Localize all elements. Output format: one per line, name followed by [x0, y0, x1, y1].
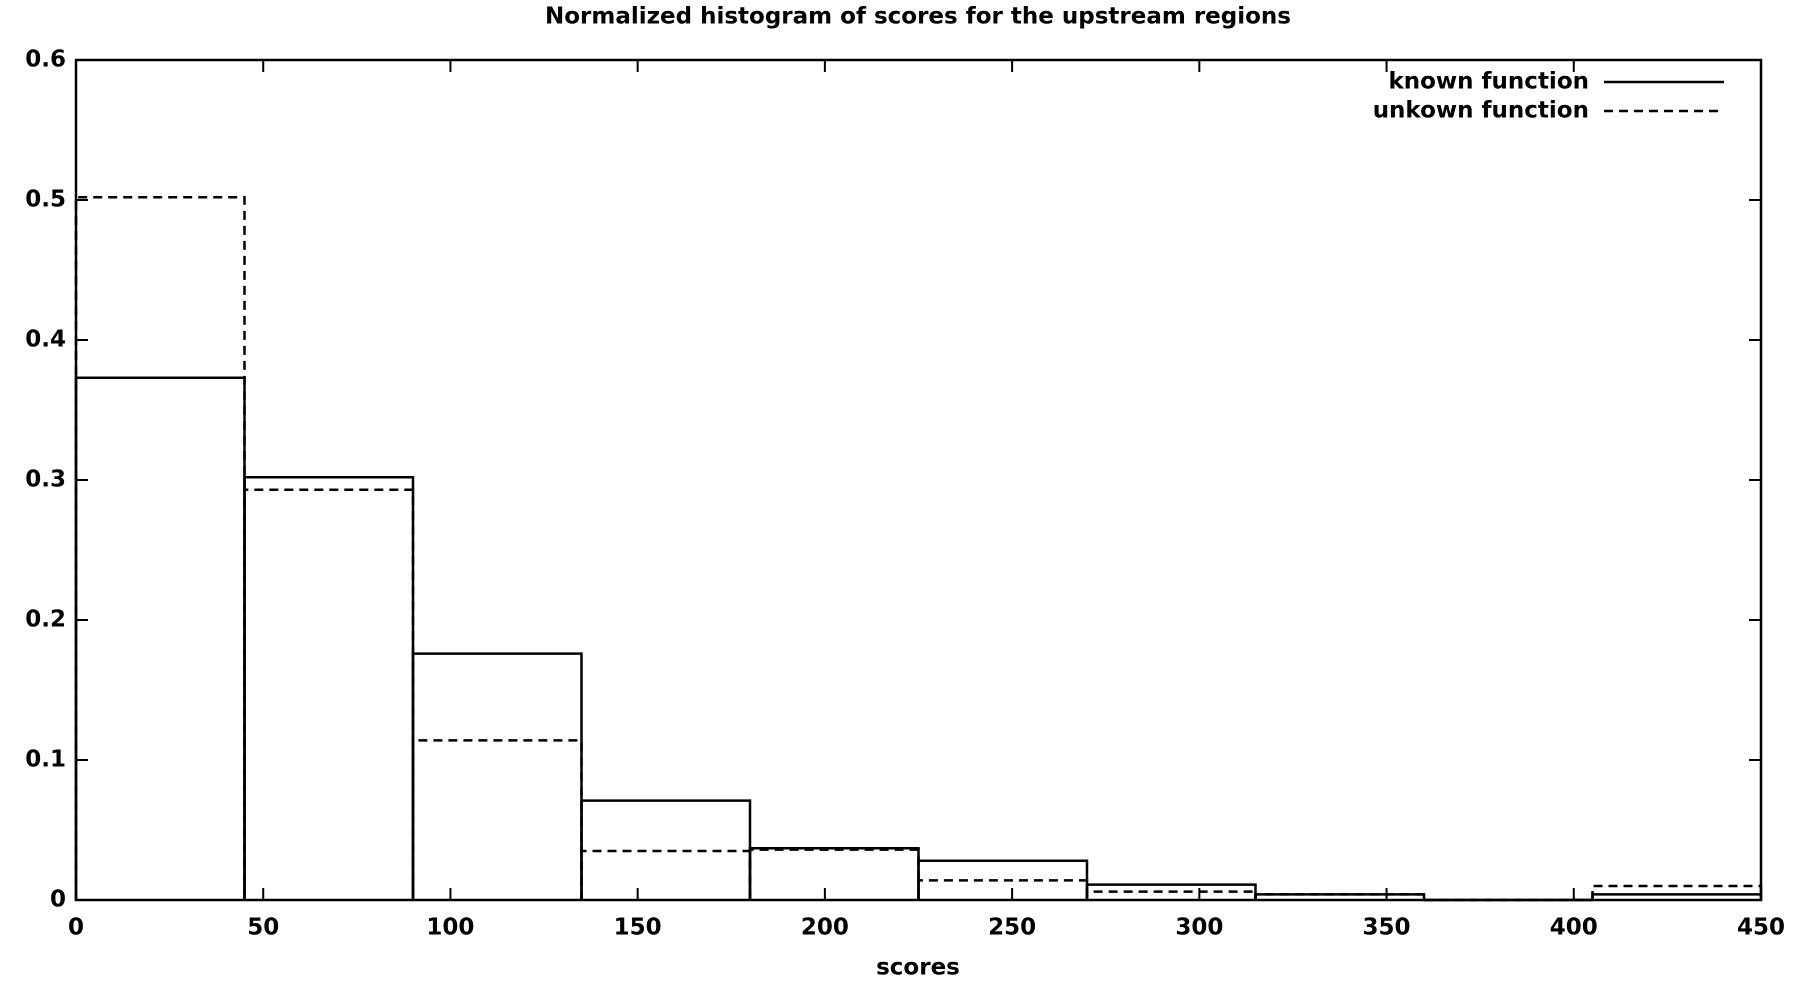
histogram-bar [748, 846, 920, 900]
y-tick-label: 0.1 [25, 747, 66, 773]
histogram-bar [748, 848, 920, 900]
histogram-bar [411, 739, 583, 900]
x-tick-label: 50 [247, 915, 279, 941]
histogram-bar [1591, 884, 1763, 900]
histogram-bar [917, 879, 1089, 900]
histogram-bar [580, 799, 752, 900]
y-tick-label: 0.3 [25, 467, 66, 493]
histogram-bar [580, 849, 752, 900]
y-tick-label: 0.4 [25, 327, 66, 353]
histogram-bar [917, 859, 1089, 900]
x-tick-label: 400 [1550, 915, 1598, 941]
histogram-bar [74, 195, 246, 900]
histogram-bar [1085, 890, 1257, 900]
x-axis-label: scores [876, 955, 960, 981]
y-tick-label: 0.6 [25, 47, 66, 73]
x-tick-label: 300 [1175, 915, 1223, 941]
x-tick-label: 250 [988, 915, 1036, 941]
y-tick-label: 0 [50, 887, 66, 913]
legend-label: known function [1388, 69, 1589, 95]
x-tick-label: 150 [614, 915, 662, 941]
x-tick-label: 450 [1737, 915, 1785, 941]
legend-label: unkown function [1373, 98, 1589, 124]
histogram-bar [243, 488, 415, 900]
x-tick-label: 200 [801, 915, 849, 941]
x-tick-label: 0 [68, 915, 84, 941]
histogram-bar [243, 475, 415, 900]
plot-frame [74, 58, 1763, 902]
y-tick-label: 0.2 [25, 607, 66, 633]
histogram-bar [1254, 893, 1426, 900]
x-tick-label: 100 [426, 915, 474, 941]
histogram-bar [411, 652, 583, 900]
histogram-bar [74, 376, 246, 900]
y-tick-label: 0.5 [25, 187, 66, 213]
chart-title: Normalized histogram of scores for the u… [545, 4, 1291, 30]
x-tick-label: 350 [1363, 915, 1411, 941]
